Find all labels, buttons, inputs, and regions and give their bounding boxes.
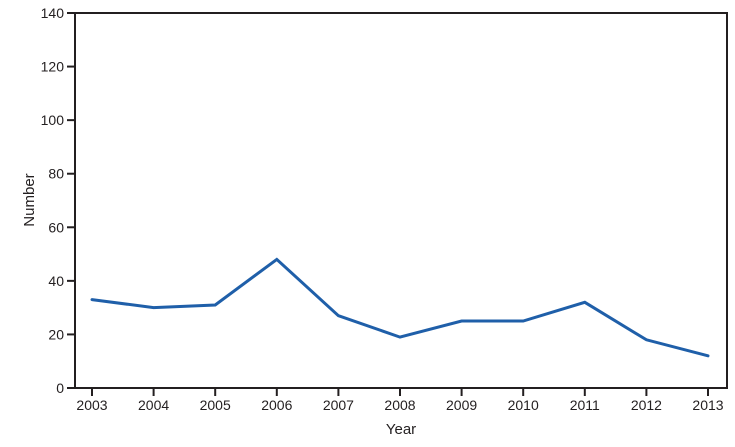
chart-generated-layer: 0 20 40 60 80 100 120 140 2003 2004 2005 2006 2007 20… [41,5,728,413]
x-axis-tick-label: 2005 [200,397,231,413]
x-axis-tick-label: 2009 [446,397,477,413]
y-axis-tick-label: 20 [48,326,64,342]
plot-area [74,12,728,389]
y-axis-tick-label: 60 [48,219,64,235]
x-axis-tick-label: 2013 [692,397,723,413]
x-axis-tick-label: 2011 [570,397,600,413]
x-axis-tick-label: 2012 [631,397,662,413]
x-axis-tick-label: 2008 [384,397,415,413]
y-axis-tick-label: 0 [56,380,64,396]
x-axis-tick-label: 2010 [508,397,539,413]
y-axis-tick-label: 100 [41,112,65,128]
data-line [90,257,710,358]
y-axis-tick-label: 120 [41,59,65,75]
x-axis-label: Year [386,421,416,438]
y-axis-label: Number [21,173,38,226]
y-axis-tick-label: 80 [48,166,64,182]
y-axis-tick-label: 140 [41,5,65,21]
x-axis-tick-label: 2006 [261,397,292,413]
y-axis-tick-label: 40 [48,273,64,289]
x-axis-tick-label: 2003 [76,397,107,413]
x-axis-tick-label: 2004 [138,397,169,413]
x-axis-tick-label: 2007 [323,397,354,413]
